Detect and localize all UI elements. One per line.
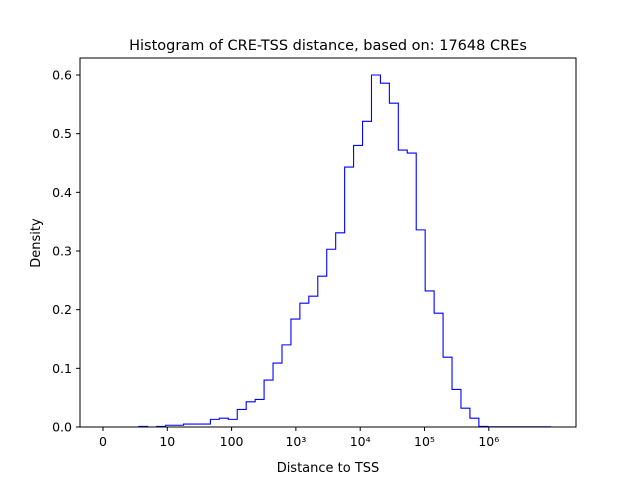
histogram-bin [255,399,264,427]
histogram-bin [210,419,219,427]
y-tick-label: 0.5 [52,126,72,141]
histogram-bin [273,363,282,427]
histogram-bin [425,291,434,427]
x-axis-ticks: 0 10 100 10³ 10⁴ 10⁵ 10⁶ [99,427,499,449]
x-tick-label: 10 [159,434,175,449]
histogram-bin [470,418,479,427]
x-tick-label: 100 [220,434,244,449]
histogram-bin [228,419,237,427]
histogram-bin [363,121,372,427]
histogram-bin [282,345,291,427]
x-tick-label: 0 [99,434,107,449]
y-tick-label: 0.6 [52,68,72,83]
x-tick-label: 10⁶ [478,434,499,449]
histogram-bin [354,145,363,427]
histogram-bin [327,249,336,427]
histogram-bin [291,319,300,427]
histogram-bin [371,75,380,427]
histogram-bin [416,230,425,427]
histogram-bin [246,402,255,427]
x-tick-label: 10⁴ [350,434,371,449]
histogram-bin [452,389,461,427]
histogram-bin [389,103,398,427]
histogram-bin [398,150,407,427]
y-tick-label: 0.3 [52,244,72,259]
histogram-bin [380,83,389,427]
y-tick-label: 0.4 [52,185,72,200]
y-axis-ticks: 0.0 0.1 0.2 0.3 0.4 0.5 0.6 [52,68,80,435]
x-tick-label: 10³ [285,434,306,449]
histogram-series [103,75,550,427]
histogram-bin [461,408,470,427]
histogram-bin [407,153,416,427]
histogram-bin [219,418,228,427]
histogram-bin [309,296,318,427]
y-axis-label: Density [29,218,44,268]
chart-title: Histogram of CRE-TSS distance, based on:… [129,38,527,54]
x-axis-label: Distance to TSS [277,461,380,476]
y-tick-label: 0.1 [52,361,72,376]
histogram-bin [336,233,345,427]
histogram-bin [237,409,246,427]
histogram-bin [264,380,273,427]
histogram-bin [443,357,452,427]
y-tick-label: 0.0 [52,420,72,435]
x-tick-label: 10⁵ [414,434,435,449]
histogram-bin [434,313,443,427]
y-tick-label: 0.2 [52,302,72,317]
histogram-bin [318,276,327,427]
histogram-bin [300,303,309,427]
histogram-bin [345,167,354,427]
